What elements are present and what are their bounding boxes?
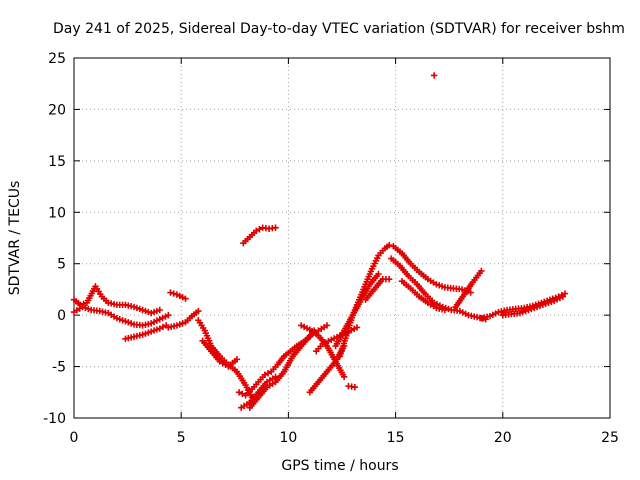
data-point	[182, 295, 189, 302]
x-tick-label: 0	[70, 430, 79, 446]
x-tick-label: 5	[177, 430, 186, 446]
series-arc-w	[430, 72, 438, 79]
y-axis-label: SDTVAR / TECUs	[7, 181, 23, 296]
y-tick-label: 10	[48, 205, 66, 221]
plot-frame	[73, 57, 611, 419]
y-tick-label: 15	[48, 154, 66, 170]
data-point	[375, 270, 382, 278]
data-point	[430, 72, 438, 79]
x-tick-label: 10	[279, 430, 297, 446]
series-arc-y	[499, 293, 567, 319]
chart-title: Day 241 of 2025, Sidereal Day-to-day VTE…	[53, 21, 625, 37]
data-point	[272, 224, 279, 231]
y-tick-label: -5	[52, 360, 66, 376]
data-point	[233, 356, 241, 363]
data-point	[156, 306, 163, 314]
y-tick-label: 0	[57, 308, 66, 324]
data-point	[441, 306, 449, 314]
y-tick-label: 25	[48, 51, 66, 67]
grid-layer	[74, 58, 610, 418]
data-point	[323, 322, 331, 329]
data-point	[235, 389, 243, 396]
series-arc-a	[70, 283, 163, 317]
data-point	[351, 383, 359, 391]
x-axis-label: GPS time / hours	[281, 458, 398, 474]
y-tick-label: -10	[43, 411, 66, 427]
series-arc-p	[336, 242, 393, 360]
series-arc-b	[70, 303, 172, 329]
series-arc-u	[398, 278, 449, 314]
series-arc-f	[195, 317, 256, 401]
series-arc-d	[165, 307, 202, 331]
data-point	[159, 323, 167, 331]
data-point	[165, 311, 172, 319]
series-arc-s	[390, 243, 474, 296]
series-arc-r	[362, 275, 393, 303]
data-point	[253, 227, 260, 234]
data-point	[264, 370, 272, 377]
series-arc-c	[122, 322, 170, 342]
points-layer	[70, 72, 569, 411]
data-point	[195, 307, 202, 315]
series-arc-v	[452, 267, 485, 311]
y-tick-label: 5	[57, 257, 66, 273]
data-point	[261, 371, 269, 378]
data-point	[385, 242, 393, 249]
x-tick-label: 15	[387, 430, 405, 446]
y-tick-label: 20	[48, 102, 66, 118]
series-arc-o	[345, 382, 359, 391]
series-arc-k	[240, 224, 279, 247]
tick-layer: 0 5 10 15 20 25 -10 -5 0 5 10 15 20 25	[43, 51, 619, 446]
data-point	[353, 324, 361, 331]
series-arc-g	[199, 337, 241, 370]
x-tick-label: 25	[601, 430, 619, 446]
data-point	[80, 300, 87, 308]
data-point	[559, 293, 567, 300]
series-arc-x	[478, 290, 569, 322]
data-point	[170, 290, 177, 297]
data-point	[239, 390, 246, 398]
data-point	[385, 275, 393, 283]
data-point	[156, 325, 163, 332]
data-point	[256, 226, 263, 233]
data-point	[167, 289, 174, 296]
data-point	[478, 267, 485, 275]
series-arc-q	[332, 270, 382, 350]
data-point	[340, 373, 348, 381]
x-tick-label: 20	[494, 430, 512, 446]
series-arc-t	[388, 255, 489, 323]
series-arc-e	[167, 289, 189, 302]
